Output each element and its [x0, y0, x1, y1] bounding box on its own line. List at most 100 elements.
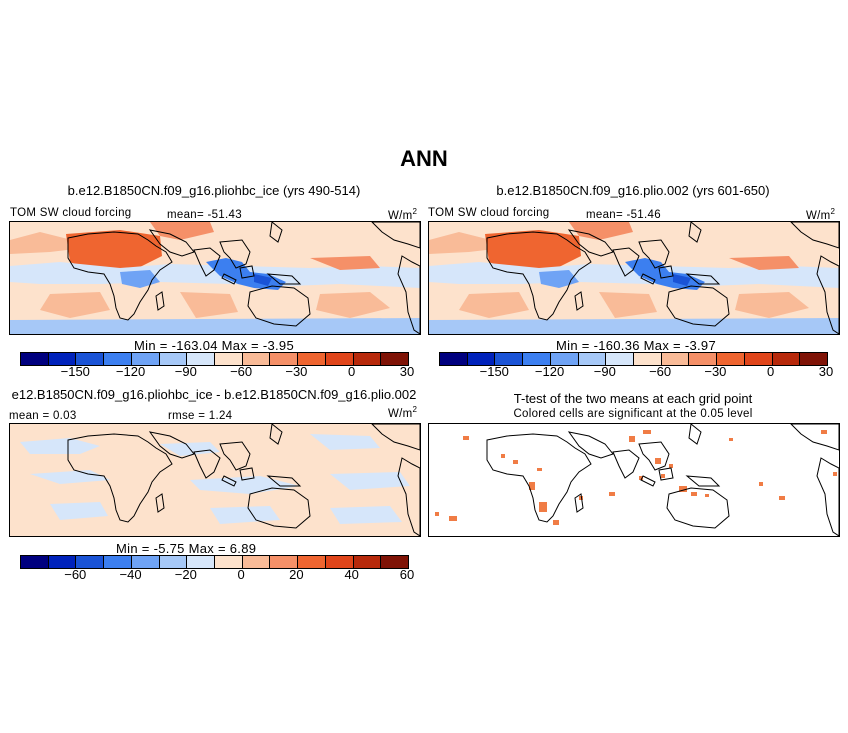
coastline — [148, 431, 195, 459]
panel-1-variable: TOM SW cloud forcing — [10, 207, 132, 219]
coastline — [397, 255, 420, 334]
coastline — [371, 222, 420, 249]
colorbar-tick-label: −20 — [174, 567, 197, 582]
coastline — [371, 424, 420, 451]
coastline — [269, 424, 283, 445]
colorbar-swatch — [131, 353, 160, 365]
significant-cell — [679, 486, 687, 492]
coastline — [247, 285, 311, 327]
panel-3-map — [9, 423, 421, 537]
colorbar-swatch — [131, 556, 160, 568]
colorbar-swatch — [159, 556, 188, 568]
panel-2-title: b.e12.B1850CN.f09_g16.plio.002 (yrs 601-… — [496, 183, 770, 198]
panel-1-title: b.e12.B1850CN.f09_g16.pliohbc_ice (yrs 4… — [67, 183, 361, 198]
panel-2-variable: TOM SW cloud forcing — [428, 207, 550, 219]
colorbar-swatch — [717, 353, 745, 365]
significant-cell — [669, 464, 673, 468]
coastline — [816, 255, 839, 334]
significant-cell — [579, 496, 583, 500]
coastline — [239, 265, 255, 279]
colorbar-swatch — [242, 353, 271, 365]
colorbar-swatch — [661, 353, 690, 365]
colorbar-tick-label: −120 — [115, 364, 146, 379]
significant-cell — [629, 436, 635, 442]
coastline — [221, 475, 237, 487]
south-pacific — [735, 292, 809, 318]
figure-title: ANN — [400, 146, 448, 171]
colorbar-tick-label: 30 — [818, 364, 834, 379]
colorbar-tick-label: −90 — [174, 364, 197, 379]
panel-1-field — [10, 222, 420, 334]
significant-cell — [463, 436, 469, 440]
coastline — [685, 475, 721, 487]
panel-3-field — [10, 424, 420, 536]
colorbar-swatch — [353, 353, 382, 365]
coastline — [574, 493, 584, 513]
colorbar-tick-label: 40 — [344, 567, 359, 582]
panel-1-units: W/m2 — [388, 207, 418, 222]
coastline — [567, 431, 614, 459]
significant-cell — [759, 482, 763, 486]
significant-cell — [513, 460, 518, 464]
coastline — [790, 424, 839, 451]
negative-difference-region — [50, 502, 108, 520]
coastline — [685, 273, 721, 285]
colorbar-swatch — [800, 353, 828, 365]
negative-difference-region — [330, 472, 410, 490]
significant-cell — [449, 516, 457, 521]
coastline — [221, 273, 237, 285]
south-atlantic — [40, 292, 110, 318]
colorbar-swatch — [495, 353, 524, 365]
colorbar-tick-label: −60 — [64, 567, 87, 582]
significant-cell — [435, 512, 439, 516]
colorbar-swatch — [578, 353, 607, 365]
panel-3-units: W/m2 — [388, 405, 418, 420]
colorbar-swatch — [187, 556, 216, 568]
congo-cloud — [539, 270, 579, 288]
colorbar-swatch — [689, 353, 718, 365]
colorbar-swatch — [550, 353, 579, 365]
coastline — [658, 265, 674, 279]
colorbar-tick-label: −150 — [60, 364, 90, 379]
south-atlantic — [459, 292, 529, 318]
coastline — [666, 487, 730, 529]
negative-difference-region — [190, 476, 300, 494]
panel-3-title: e12.B1850CN.f09_g16.pliohbc_ice - b.e12.… — [11, 387, 417, 402]
significant-cell — [729, 438, 733, 441]
significant-cell — [553, 520, 559, 525]
coastline — [658, 467, 674, 481]
coastline — [688, 424, 702, 445]
coastline — [612, 247, 640, 277]
negative-difference-region — [20, 438, 100, 454]
colorbar-tick-label: −150 — [479, 364, 509, 379]
south-indian — [180, 292, 238, 318]
coastline — [266, 273, 302, 285]
coastline — [486, 231, 592, 321]
panel-1-mean: mean= -51.43 — [167, 209, 242, 221]
coastline — [219, 441, 251, 471]
coastline — [574, 291, 584, 311]
panel-3-mean: mean = 0.03 — [9, 410, 77, 422]
coastline — [816, 457, 839, 536]
significant-cell — [661, 474, 665, 478]
coastline — [239, 467, 255, 481]
coastline — [638, 441, 670, 471]
colorbar-tick-label: −30 — [285, 364, 308, 379]
coastline — [612, 449, 640, 479]
colorbar-tick-label: −60 — [230, 364, 253, 379]
colorbar-swatch — [242, 556, 271, 568]
colorbar-swatch — [21, 353, 49, 365]
pacific-forcing — [310, 256, 380, 270]
colorbar-swatch — [104, 556, 132, 568]
colorbar-swatch — [325, 353, 354, 365]
arabia-forcing — [569, 222, 633, 240]
colorbar-swatch — [634, 353, 662, 365]
colorbar-swatch — [467, 353, 496, 365]
sahara-forcing — [485, 230, 581, 272]
coastline — [640, 273, 656, 285]
coastline — [193, 449, 221, 479]
coastline — [193, 247, 221, 277]
panel-2-colorbar — [439, 352, 828, 366]
colorbar-swatch — [48, 556, 77, 568]
coastline — [67, 433, 173, 523]
